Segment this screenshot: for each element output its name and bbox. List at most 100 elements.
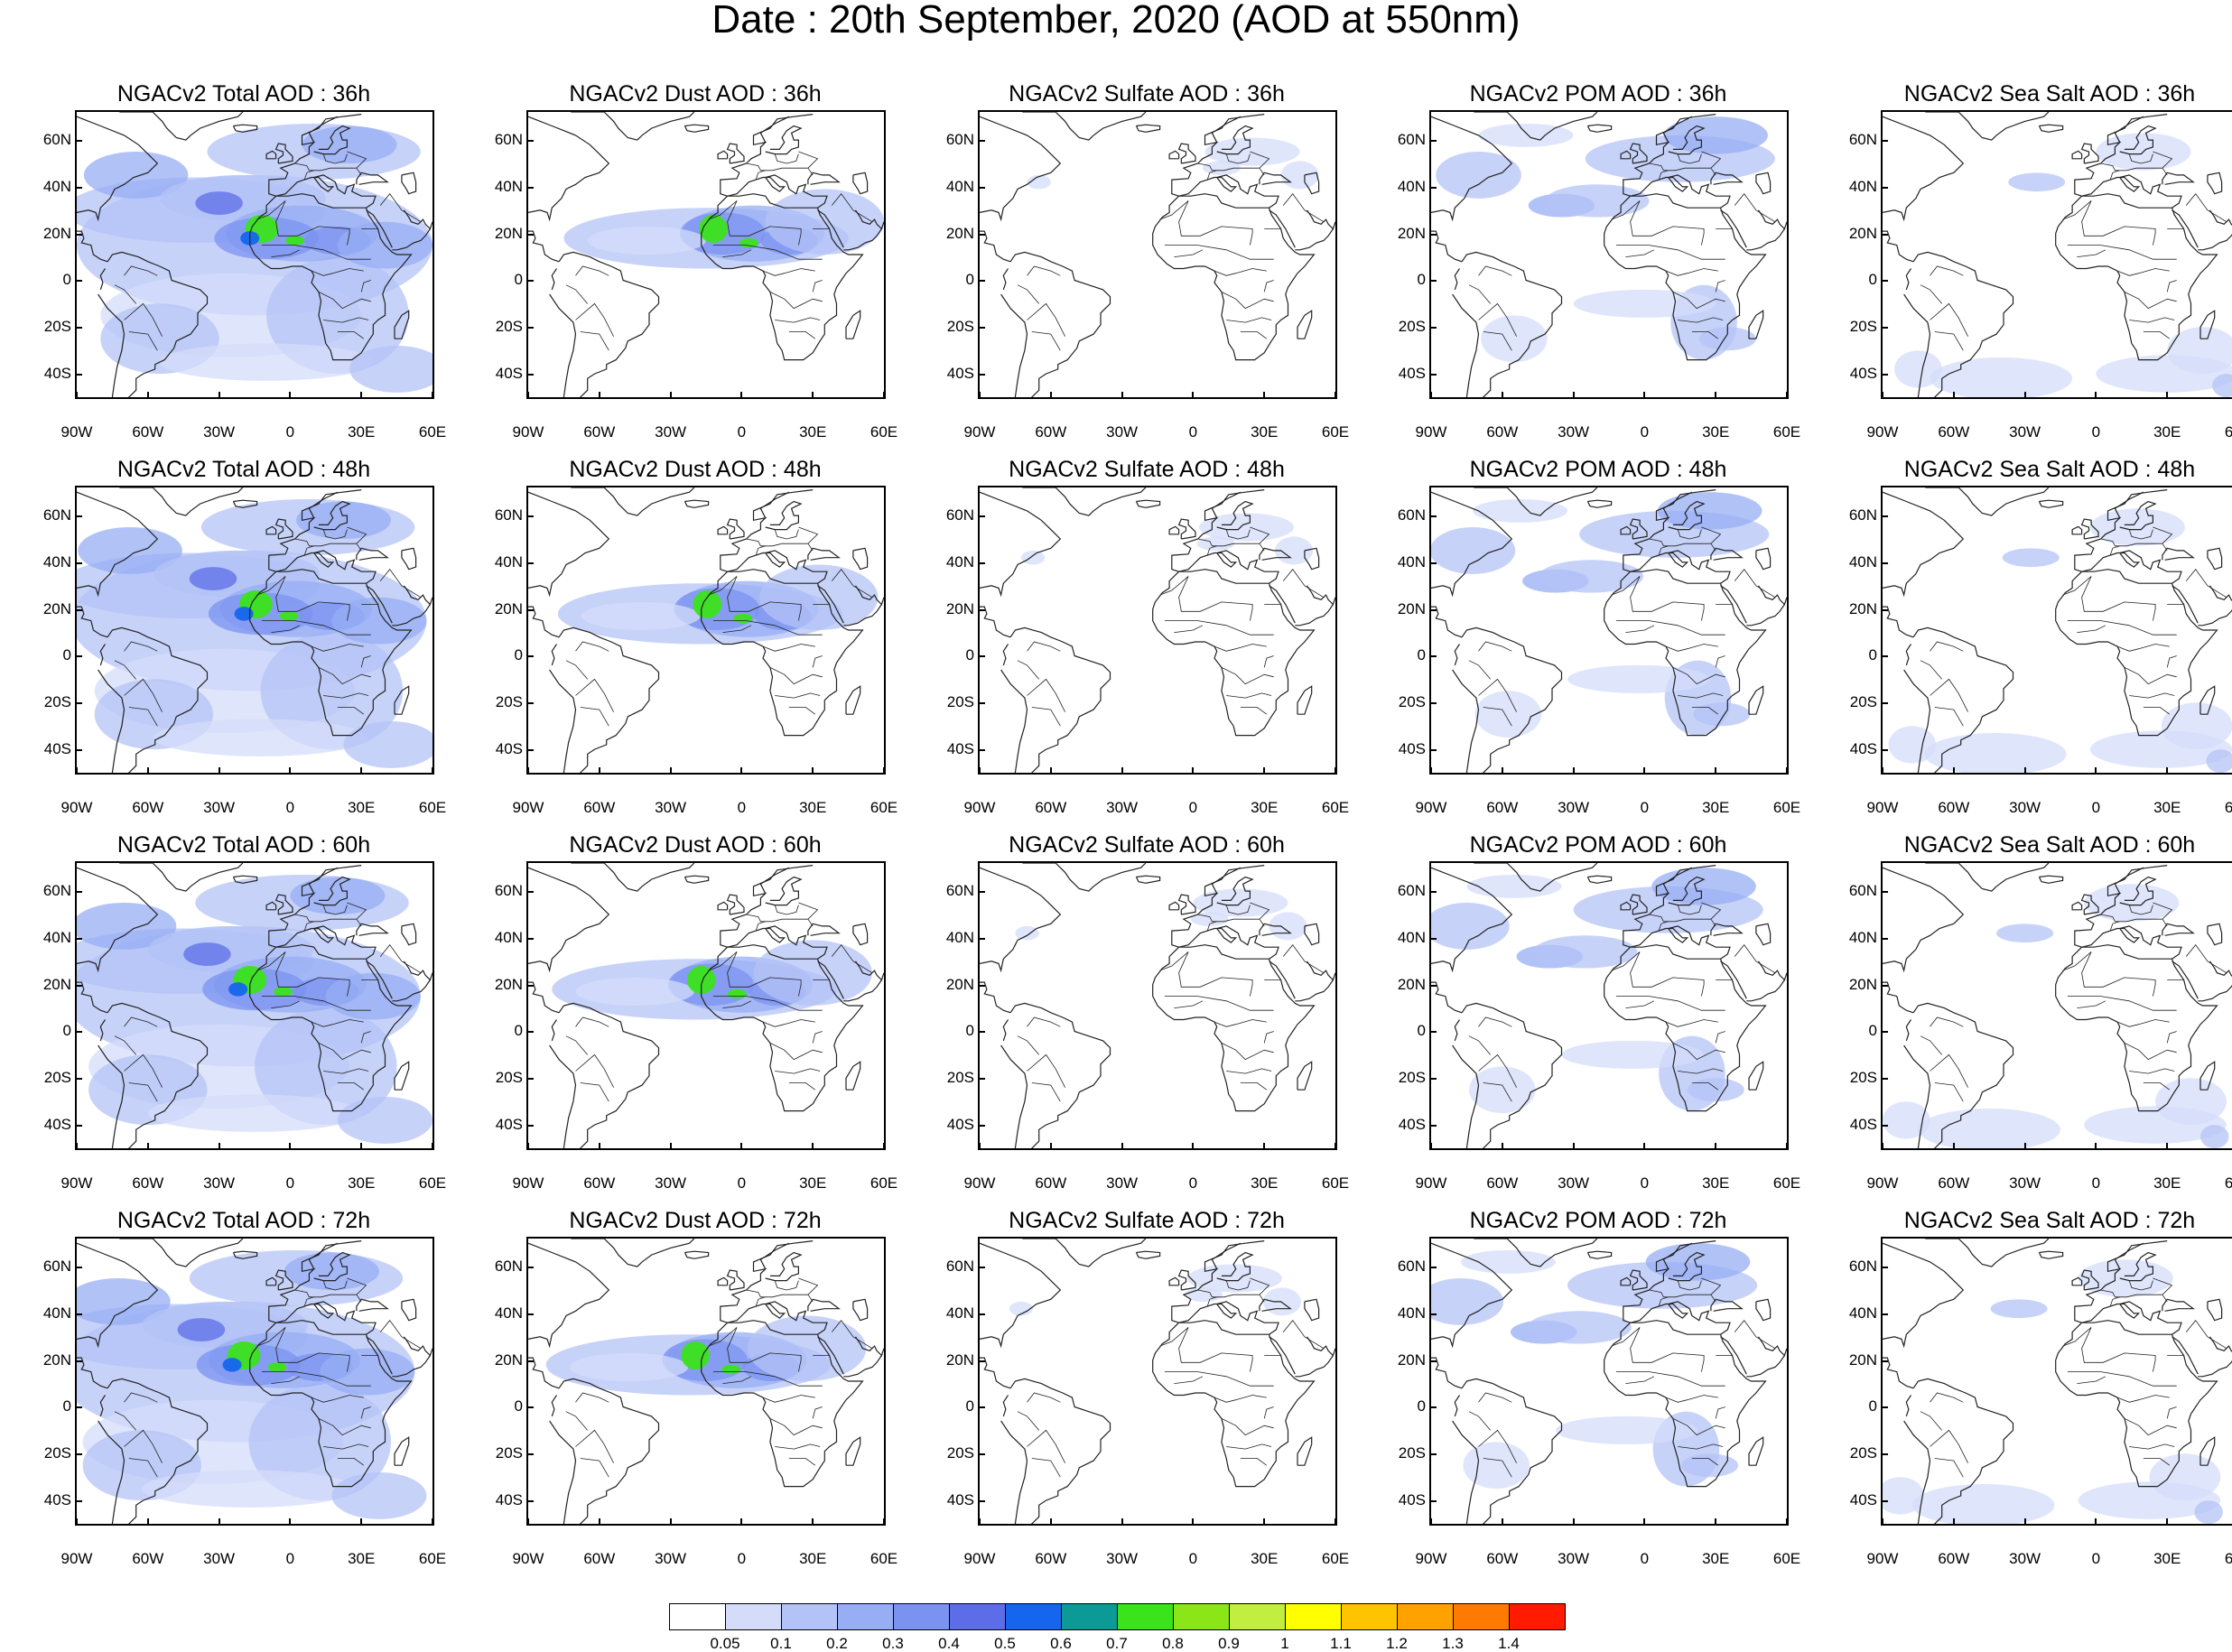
y-tick-label: 20N [474,977,523,993]
x-tick-mark [1263,1143,1265,1150]
coastline [402,1299,416,1320]
country-border [1734,194,1775,222]
coastline [980,231,1010,262]
map-frame [1429,1237,1789,1526]
x-tick-label: 30E [2140,800,2194,816]
x-tick-mark [360,1143,362,1150]
y-tick-label: 20S [1377,319,1426,335]
y-tick-label: 40S [1377,1492,1426,1508]
country-border [2144,332,2170,339]
coastline [528,1243,609,1346]
coastline [1746,229,1784,250]
aod-plume [681,1341,710,1369]
x-tick-label: 90W [1855,1175,1910,1192]
x-tick-mark [1643,1518,1645,1526]
coastline [728,1270,744,1290]
aod-plume [1263,1287,1301,1315]
panel-title: NGACv2 Sulfate AOD : 60h [924,832,1370,858]
x-tick-mark [76,1143,78,1150]
coastline [1746,605,1784,626]
aod-map [1883,112,2232,397]
coastline [552,1020,556,1041]
y-tick-label: 0 [23,1023,71,1039]
coastline [760,1243,789,1269]
y-tick-label: 40N [925,930,974,946]
country-border [2117,269,2170,276]
y-tick-label: 0 [23,272,71,288]
country-border [2186,194,2227,222]
aod-plume [1651,868,1756,905]
panel-title: NGACv2 Sulfate AOD : 72h [924,1208,1370,1233]
y-tick-label: 20S [23,1070,71,1086]
country-border [775,693,820,698]
colorbar-swatch [1453,1603,1510,1630]
x-tick-mark [1335,1143,1336,1150]
aod-plume [693,590,722,618]
y-tick-mark [1429,280,1437,282]
y-tick-label: 20N [1377,977,1426,993]
x-tick-mark [812,392,814,399]
y-tick-label: 0 [925,1398,974,1415]
map-frame [1881,861,2232,1150]
y-tick-label: 20N [1828,1352,1877,1369]
coastline [980,607,1010,637]
y-tick-mark [1881,609,1888,611]
country-border [1214,269,1267,276]
coastline [2082,144,2098,163]
x-tick-label: 30W [644,800,698,816]
country-border [1165,1372,1274,1387]
y-tick-mark [1881,938,1888,940]
x-tick-label: 60E [405,1551,460,1567]
coastline [1136,876,1159,883]
x-tick-mark [1192,767,1194,775]
colorbar-swatch [1229,1603,1286,1630]
country-border [576,1017,609,1026]
y-tick-mark [75,1360,82,1362]
coastline [550,1045,576,1148]
y-tick-mark [1429,1031,1437,1033]
country-border [808,168,813,175]
coastline [766,502,801,530]
x-tick-mark [1643,767,1645,775]
coastline [1179,519,1195,539]
coastline [1759,586,1788,605]
country-border [1920,1412,1942,1431]
y-tick-label: 40N [23,554,71,571]
y-tick-mark [978,702,985,704]
y-tick-mark [978,234,985,236]
aod-plume [2162,702,2232,749]
y-tick-label: 20N [474,1352,523,1369]
y-tick-mark [978,1125,985,1127]
y-tick-mark [75,702,82,704]
y-tick-label: 60N [925,132,974,148]
x-tick-label: 0 [1617,424,1671,441]
coastline [718,1277,728,1285]
country-border [2129,318,2174,322]
country-border [1028,1393,1061,1402]
x-tick-mark [599,767,600,775]
y-tick-mark [526,1125,534,1127]
country-border [1935,1083,1964,1102]
x-tick-mark [1643,1143,1645,1150]
y-tick-label: 20S [1828,1070,1877,1086]
x-tick-label: 90W [1404,424,1458,441]
y-tick-label: 60N [474,1258,523,1275]
y-tick-mark [526,1500,534,1502]
coastline [1756,1299,1771,1320]
y-tick-mark [1429,327,1437,329]
x-tick-label: 0 [2069,800,2123,816]
y-tick-label: 20N [925,226,974,242]
coastline [1153,194,1315,360]
x-tick-label: 0 [714,1175,768,1192]
y-tick-label: 0 [1377,1023,1426,1039]
x-tick-label: 90W [1855,424,1910,441]
country-border [1616,621,1725,636]
x-tick-label: 30W [192,1551,246,1567]
x-tick-mark [599,1518,600,1526]
x-tick-label: 90W [50,1175,104,1192]
country-border [1028,266,1061,275]
country-border [2186,945,2227,973]
x-tick-mark [1121,392,1123,399]
country-border [1625,1377,1654,1384]
